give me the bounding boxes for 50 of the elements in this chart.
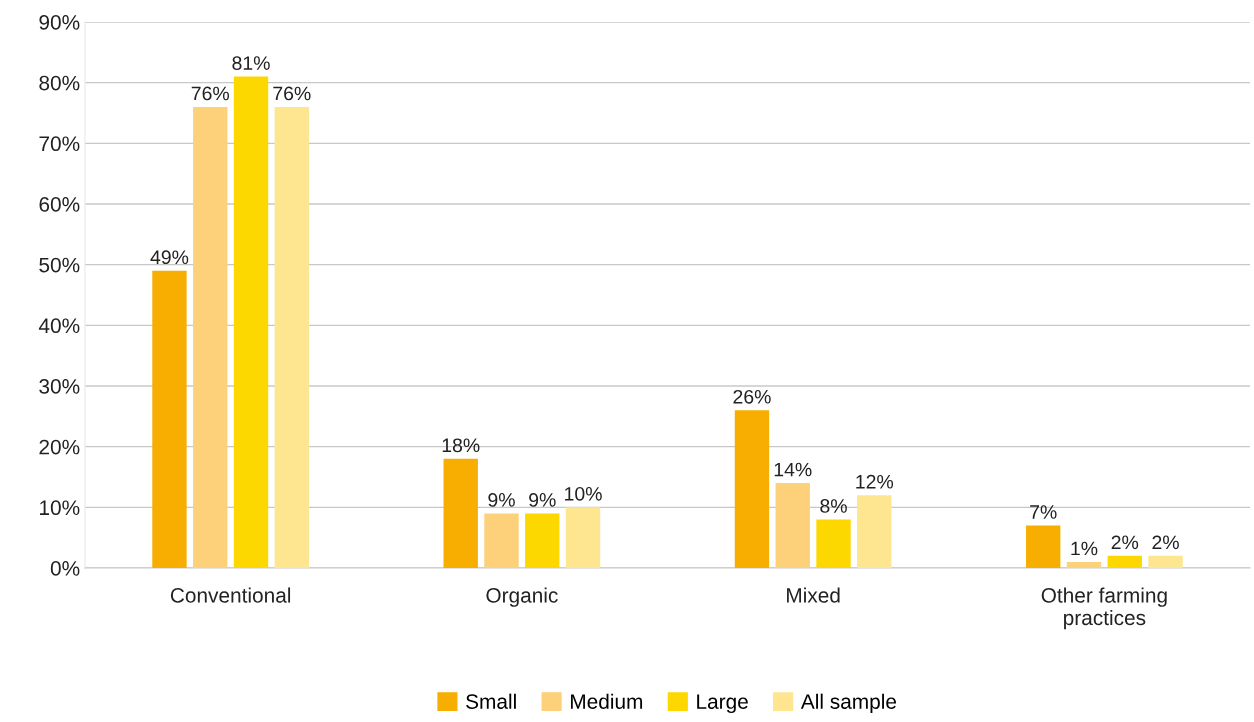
bar [734,410,770,568]
bar [152,270,187,568]
bar [1148,555,1183,568]
bar [1026,525,1061,568]
y-tick-label: 30% [39,379,80,394]
y-tick-label: 40% [38,318,80,334]
data-label: 26% [733,389,771,404]
data-label: 76% [273,86,311,101]
y-tick-label: 0% [50,561,80,576]
y-tick-label: 70% [39,136,80,152]
bar [274,106,309,568]
x-tick-label: Conventional [170,587,291,603]
y-tick-label: 20% [39,439,80,455]
bar [193,106,228,568]
data-label: 8% [820,499,847,513]
bar [233,76,269,568]
y-tick-label: 80% [39,75,80,91]
data-label: 9% [488,493,515,507]
x-tick-label: Mixed [787,587,840,603]
legend-label: Large [697,694,748,714]
data-label: 14% [774,462,812,477]
x-tick-label: Other farming practices [1041,587,1167,630]
y-tick-label: 50% [39,257,80,273]
data-label: 9% [529,493,556,507]
y-tick-label: 60% [39,197,80,212]
data-label: 76% [191,86,230,101]
bar [1066,561,1102,568]
data-label: 2% [1111,535,1139,550]
bar [525,513,560,568]
data-label: 1% [1071,541,1098,556]
legend-label: Medium [571,693,643,709]
bar [775,483,810,568]
data-label: 81% [232,56,270,70]
x-tick-label: Organic [486,587,558,607]
legend-label: All sample [800,693,897,714]
y-tick-label: 90% [39,15,80,30]
data-label: 2% [1152,535,1179,550]
bar [857,495,892,568]
bar [1107,555,1142,568]
y-tick-label: 10% [40,500,80,516]
bar [443,458,478,568]
data-label: 7% [1030,505,1057,519]
data-label: 12% [856,474,894,489]
data-label: 18% [442,438,480,453]
data-label: 10% [565,486,602,501]
bar [565,507,601,568]
data-label: 49% [150,250,189,265]
legend-label: Small [466,693,516,709]
bar [484,513,519,568]
bar [816,519,851,568]
